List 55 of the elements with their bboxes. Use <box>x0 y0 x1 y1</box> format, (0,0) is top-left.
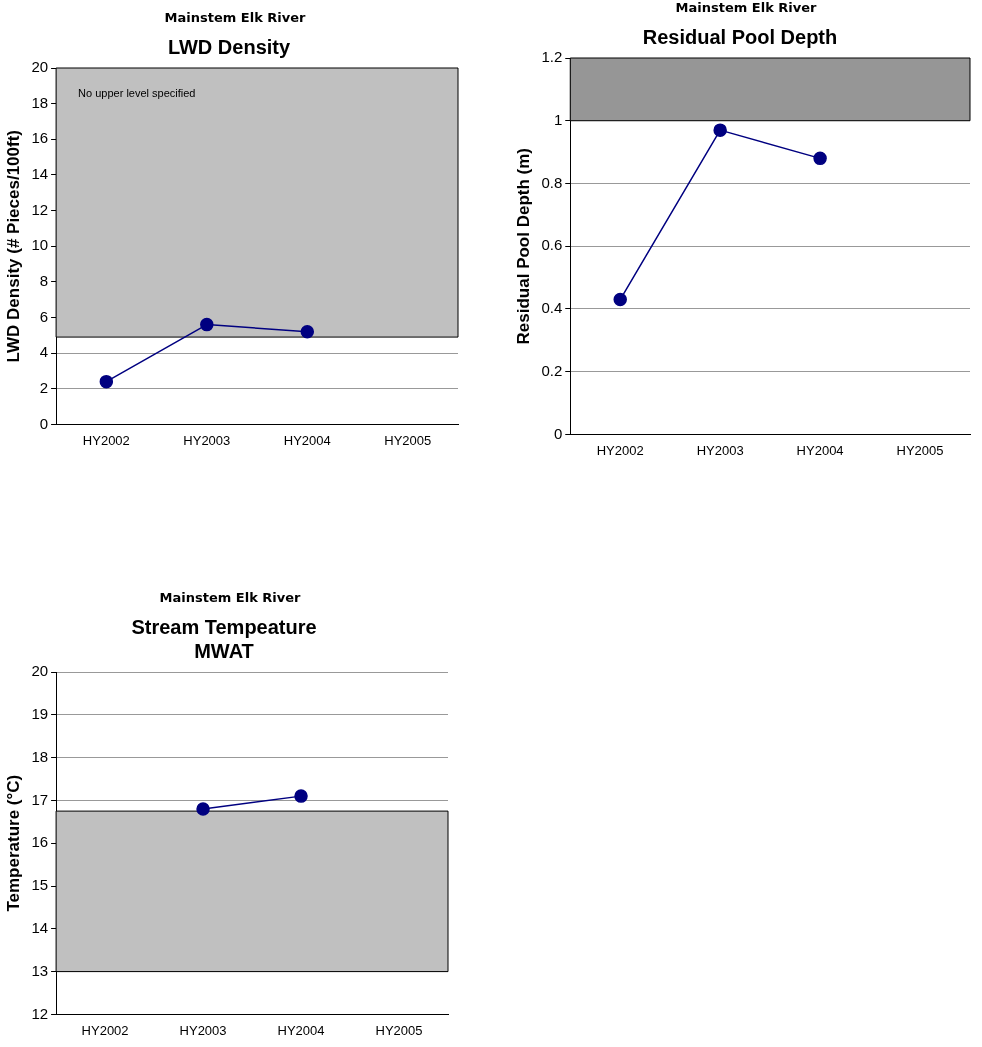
x-tick-label: HY2004 <box>277 1022 325 1038</box>
y-tick-label: 18 <box>31 93 49 111</box>
y-tick-label: 1.2 <box>541 48 563 66</box>
y-tick-label: 15 <box>31 876 49 894</box>
point <box>613 292 627 307</box>
chart-title: Residual Pool Depth <box>642 25 838 48</box>
y-tick-label: 12 <box>31 1004 49 1022</box>
point <box>813 151 827 166</box>
point <box>99 374 114 389</box>
y-tick-label: 12 <box>31 200 49 218</box>
x-tick-label: HY2005 <box>384 432 432 448</box>
point <box>300 324 315 339</box>
y-tick-label: 20 <box>31 662 49 680</box>
chart-subtitle: Mainstem Elk River <box>163 10 307 27</box>
x-tick-label: HY2003 <box>183 432 231 448</box>
y-tick-label: 13 <box>31 961 49 979</box>
y-tick-label: 20 <box>31 58 49 76</box>
x-tick-label: HY2004 <box>796 442 844 458</box>
y-tick-label: 14 <box>31 165 49 183</box>
y-axis-title: Temperature (°C) <box>3 774 23 912</box>
chart-title: LWD Density <box>167 35 291 58</box>
y-tick-label: 19 <box>31 704 49 722</box>
y-tick-label: 18 <box>31 747 49 765</box>
y-tick-label: 0.2 <box>541 361 563 379</box>
y-tick-label: 0 <box>553 424 563 442</box>
y-tick-label: 14 <box>31 918 49 936</box>
chart-subtitle: Mainstem Elk River <box>158 590 302 607</box>
chart-subtitle: Mainstem Elk River <box>674 0 818 17</box>
y-tick-label: 4 <box>39 343 49 361</box>
x-tick-label: HY2003 <box>179 1022 227 1038</box>
x-tick-label: HY2004 <box>283 432 331 448</box>
y-tick-label: 1 <box>553 110 563 128</box>
y-tick-label: 16 <box>31 833 49 851</box>
y-tick-label: 0.6 <box>541 236 563 254</box>
point <box>713 123 727 137</box>
y-tick-label: 0.4 <box>541 299 563 317</box>
chart-title: Stream Tempeature MWAT <box>131 615 317 662</box>
y-axis-title: Residual Pool Depth (m) <box>513 147 533 345</box>
y-tick-label: 16 <box>31 129 49 147</box>
x-tick-label: HY2002 <box>82 432 130 448</box>
annotation: No upper level specified <box>78 86 196 99</box>
y-tick-label: 6 <box>39 307 49 325</box>
y-tick-label: 0.8 <box>541 173 563 191</box>
x-tick-label: HY2003 <box>696 442 744 458</box>
y-axis-title: LWD Density (# Pieces/100ft) <box>3 129 23 363</box>
y-tick-label: 2 <box>39 378 49 396</box>
y-tick-label: 17 <box>31 790 49 808</box>
x-tick-label: HY2002 <box>596 442 644 458</box>
x-tick-label: HY2002 <box>81 1022 129 1038</box>
y-tick-label: 0 <box>39 414 49 432</box>
y-tick-label: 8 <box>39 271 49 289</box>
x-tick-label: HY2005 <box>375 1022 423 1038</box>
x-tick-label: HY2005 <box>896 442 944 458</box>
point <box>200 317 214 332</box>
y-tick-label: 10 <box>31 236 49 254</box>
